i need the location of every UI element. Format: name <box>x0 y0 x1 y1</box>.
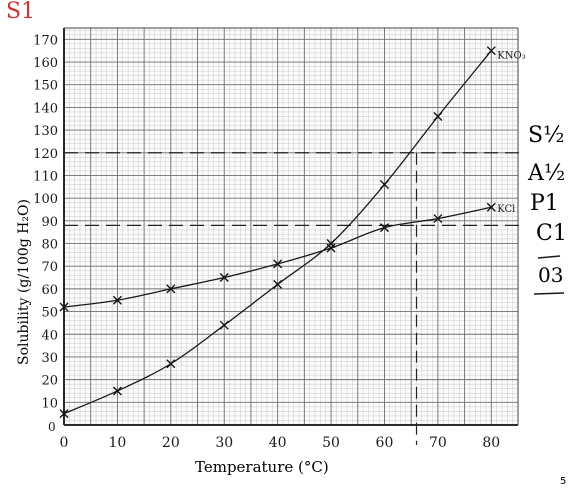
x-tick-label: 40 <box>269 435 287 451</box>
data-point-marker <box>219 320 229 330</box>
y-tick-label: 170 <box>33 33 58 48</box>
y-tick-label: 120 <box>33 147 58 162</box>
data-point-marker <box>326 243 336 253</box>
series-label: KNO₃ <box>497 51 525 62</box>
y-tick-label: 70 <box>41 260 58 275</box>
series-markers <box>59 46 496 419</box>
x-tick-labels: 0 10 20 30 40 50 60 70 80 <box>60 435 501 451</box>
corner-mark: S1 <box>6 0 35 24</box>
margin-mark-bar <box>537 255 561 259</box>
y-tick-label: 90 <box>41 215 58 230</box>
series-label: KCl <box>497 204 515 215</box>
y-tick-label: 60 <box>41 283 58 298</box>
series-labels: KNO₃ KCl <box>497 51 525 216</box>
grid-minor <box>64 28 518 425</box>
data-point-marker <box>166 359 176 369</box>
y-tick-label-origin: 0 <box>48 420 56 434</box>
data-point-marker <box>433 111 443 121</box>
page-number: 5 <box>560 476 566 487</box>
y-tick-labels: 10 20 30 40 50 60 70 80 90 100 110 120 130 140 150 160 1… <box>33 33 58 434</box>
x-tick-label: 10 <box>108 435 126 451</box>
x-tick-label: 60 <box>376 435 394 451</box>
x-tick-label: 0 <box>60 435 69 451</box>
data-point-marker <box>273 279 283 289</box>
margin-mark-4: C1 <box>536 221 567 246</box>
margin-mark-3: P1 <box>530 191 559 216</box>
y-tick-label: 40 <box>41 328 58 343</box>
y-tick-label: 150 <box>33 79 58 94</box>
y-tick-label: 30 <box>41 351 58 366</box>
data-point-marker <box>112 386 122 396</box>
x-tick-label: 50 <box>322 435 340 451</box>
data-point-marker <box>166 284 176 294</box>
margin-mark-2: A½ <box>527 161 565 186</box>
x-tick-label: 70 <box>429 435 447 451</box>
data-point-marker <box>273 259 283 269</box>
y-tick-label: 20 <box>41 374 58 389</box>
x-tick-label: 20 <box>162 435 180 451</box>
y-axis-label: Solubility (g/100g H₂O) <box>16 199 32 365</box>
y-tick-label: 160 <box>33 56 58 71</box>
axes <box>63 27 519 426</box>
margin-mark-underline <box>533 292 565 295</box>
data-point-marker <box>433 214 443 224</box>
data-point-marker <box>379 223 389 233</box>
reference-dashed-lines <box>64 152 522 445</box>
series-line-0 <box>63 50 492 415</box>
data-point-marker <box>486 202 496 212</box>
y-tick-label: 130 <box>33 124 58 139</box>
y-tick-label: 10 <box>41 396 58 411</box>
y-tick-label: 80 <box>41 238 58 253</box>
data-point-marker <box>219 273 229 283</box>
data-point-marker <box>112 295 122 305</box>
data-point-marker <box>59 409 69 419</box>
y-tick-label: 140 <box>33 101 58 116</box>
data-point-marker <box>379 180 389 190</box>
y-tick-label: 50 <box>41 306 58 321</box>
y-tick-label: 100 <box>33 192 58 207</box>
margin-mark-1: S½ <box>528 123 564 148</box>
margin-mark-5: 03 <box>538 263 563 287</box>
data-point-marker <box>486 46 496 56</box>
plot-background <box>64 28 518 425</box>
x-axis-label: Temperature (°C) <box>195 458 329 476</box>
y-tick-label: 110 <box>33 169 58 184</box>
x-tick-label: 80 <box>482 435 500 451</box>
data-point-marker <box>59 302 69 312</box>
x-tick-label: 30 <box>215 435 233 451</box>
